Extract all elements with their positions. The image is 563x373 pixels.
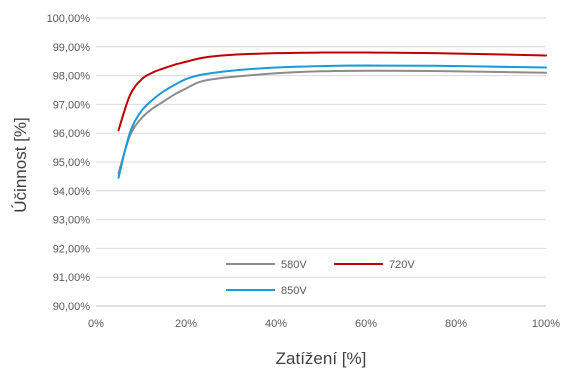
x-tick-label: 40% xyxy=(265,318,287,330)
legend-label-580V: 580V xyxy=(281,259,307,271)
y-tick-label: 90,00% xyxy=(53,301,91,313)
series-lines xyxy=(117,51,547,179)
legend: 580V 720V 850V xyxy=(226,259,415,297)
y-tick-label: 97,00% xyxy=(53,99,91,111)
y-tick-label: 100,00% xyxy=(47,13,91,25)
x-tick-label: 60% xyxy=(355,318,377,330)
y-tick-label: 98,00% xyxy=(53,71,91,83)
y-tick-label: 93,00% xyxy=(53,215,91,227)
x-tick-label: 20% xyxy=(175,318,197,330)
legend-label-720V: 720V xyxy=(389,259,415,271)
gridlines xyxy=(96,17,546,307)
legend-label-850V: 850V xyxy=(281,285,307,297)
y-tick-label: 99,00% xyxy=(53,42,91,54)
y-axis-title: Účinnost [%] xyxy=(11,117,30,212)
y-axis-tick-labels: 90,00% 91,00% 92,00% 93,00% 94,00% 95,00% 96,0… xyxy=(47,13,91,313)
x-axis-tick-labels: 0% 20% 40% 60% 80% 100% xyxy=(88,318,560,330)
x-tick-label: 80% xyxy=(445,318,467,330)
y-tick-label: 96,00% xyxy=(53,128,91,140)
y-tick-label: 91,00% xyxy=(53,272,91,284)
x-tick-label: 100% xyxy=(532,318,560,330)
y-tick-label: 94,00% xyxy=(53,186,91,198)
x-axis-title: Zatížení [%] xyxy=(276,349,367,368)
y-tick-label: 95,00% xyxy=(53,157,91,169)
series-line-850V xyxy=(117,64,547,179)
series-line-720V xyxy=(117,51,547,132)
series-line-580V xyxy=(117,69,547,175)
x-tick-label: 0% xyxy=(88,318,104,330)
y-tick-label: 92,00% xyxy=(53,243,91,255)
